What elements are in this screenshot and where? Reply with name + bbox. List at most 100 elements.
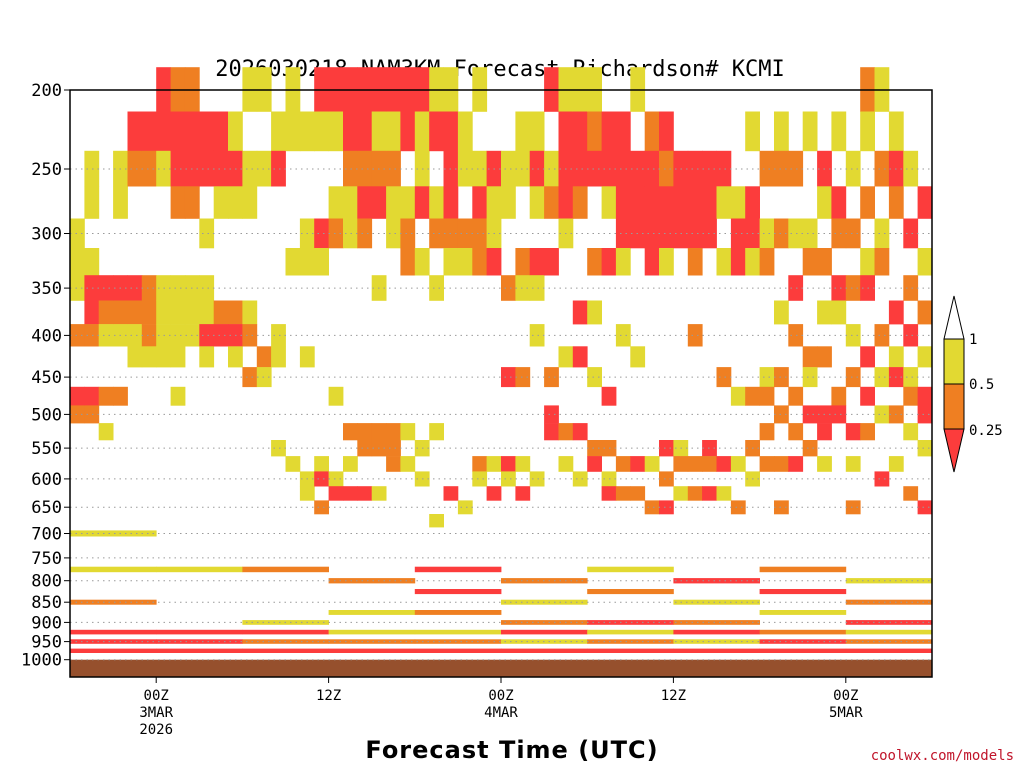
heatmap-cell: [414, 111, 430, 152]
heatmap-cell: [271, 346, 286, 368]
heatmap-cell: [802, 346, 818, 368]
heatmap-cell: [328, 111, 344, 152]
heatmap-cell: [314, 500, 329, 515]
heatmap-cell: [127, 111, 143, 152]
low-level-band: [501, 629, 588, 635]
heatmap-cell: [702, 440, 717, 457]
heatmap-cell: [256, 150, 272, 187]
low-level-band: [242, 566, 329, 573]
heatmap-cell: [242, 150, 258, 187]
y-tick-label: 300: [31, 225, 62, 245]
low-level-band: [328, 629, 416, 635]
x-tick-label: 2026: [139, 722, 173, 738]
heatmap-cell: [587, 300, 602, 325]
heatmap-cell: [156, 346, 171, 368]
heatmap-cell: [572, 346, 588, 368]
heatmap-cell: [917, 440, 933, 457]
heatmap-cell: [659, 150, 674, 187]
heatmap-cell: [759, 150, 775, 187]
heatmap-cell: [371, 423, 387, 441]
y-tick-label: 650: [31, 498, 62, 518]
low-level-band: [156, 629, 243, 635]
heatmap-cell: [70, 386, 85, 406]
heatmap-cell: [802, 218, 818, 249]
heatmap-cell: [457, 150, 473, 187]
heatmap-cell: [70, 275, 85, 301]
heatmap-cell: [170, 150, 186, 187]
heatmap-cell: [888, 300, 904, 325]
heatmap-cell: [156, 111, 171, 152]
heatmap-cell: [845, 218, 861, 249]
heatmap-cell: [917, 405, 933, 424]
y-tick-label: 750: [31, 549, 62, 569]
y-tick-label: 400: [31, 326, 62, 346]
heatmap-cell: [659, 218, 674, 249]
legend-swatch-red: [943, 428, 965, 473]
heatmap-cell: [730, 186, 746, 219]
heatmap-cell: [299, 111, 315, 152]
heatmap-cell: [472, 471, 488, 487]
heatmap-cell: [199, 275, 215, 301]
heatmap-cell: [472, 218, 488, 249]
heatmap-cell: [544, 150, 559, 187]
low-level-band: [587, 566, 674, 573]
heatmap-cell: [199, 150, 215, 187]
heatmap-cell: [601, 248, 617, 276]
heatmap-cell: [572, 111, 588, 152]
heatmap-cell: [788, 150, 804, 187]
low-level-band: [759, 610, 847, 615]
low-level-band: [328, 610, 416, 615]
heatmap-cell: [400, 248, 416, 276]
heatmap-cell: [802, 367, 818, 388]
heatmap-cell: [84, 248, 100, 276]
heatmap-cell: [457, 111, 473, 152]
heatmap-cell: [601, 386, 617, 406]
heatmap-cell: [457, 248, 473, 276]
low-level-band: [845, 620, 933, 625]
heatmap-cell: [98, 324, 114, 347]
heatmap-cell: [587, 111, 602, 152]
chart-title: 2026030218 NAM3KM Forecast Richardson# K…: [215, 57, 785, 82]
heatmap-cell: [285, 456, 301, 472]
heatmap-cell: [774, 150, 789, 187]
heatmap-cell: [328, 486, 344, 501]
heatmap-cell: [788, 324, 804, 347]
heatmap-cell: [70, 218, 85, 249]
heatmap-cell: [716, 248, 732, 276]
heatmap-cell: [400, 423, 416, 441]
heatmap-cell: [472, 186, 488, 219]
heatmap-cell: [644, 500, 660, 515]
heatmap-cell: [357, 150, 373, 187]
heatmap-cell: [314, 218, 329, 249]
heatmap-cell: [386, 111, 401, 152]
low-level-band: [845, 599, 933, 605]
low-level-band: [414, 639, 502, 644]
low-level-band: [70, 530, 157, 537]
y-tick-label: 950: [31, 633, 62, 653]
heatmap-cell: [874, 150, 890, 187]
heatmap-cell: [386, 440, 401, 457]
legend-swatch-yellow: [943, 338, 965, 385]
heatmap-cell: [429, 275, 444, 301]
heatmap-cell: [817, 300, 832, 325]
heatmap-cell: [630, 346, 646, 368]
heatmap-cell: [371, 111, 387, 152]
heatmap-cell: [860, 346, 875, 368]
heatmap-cell: [544, 186, 559, 219]
y-tick-label: 500: [31, 405, 62, 425]
heatmap-cell: [242, 300, 258, 325]
heatmap-cell: [127, 346, 143, 368]
x-tick-label: 5MAR: [829, 705, 863, 721]
heatmap-cell: [343, 423, 358, 441]
heatmap-cell: [457, 500, 473, 515]
heatmap-cell: [888, 111, 904, 152]
heatmap-cell: [831, 275, 847, 301]
heatmap-cell: [285, 111, 301, 152]
heatmap-cell: [587, 456, 602, 472]
heatmap-cell: [888, 456, 904, 472]
heatmap-cell: [702, 218, 717, 249]
heatmap-cell: [429, 111, 444, 152]
heatmap-cell: [644, 150, 660, 187]
heatmap-cell: [874, 367, 890, 388]
